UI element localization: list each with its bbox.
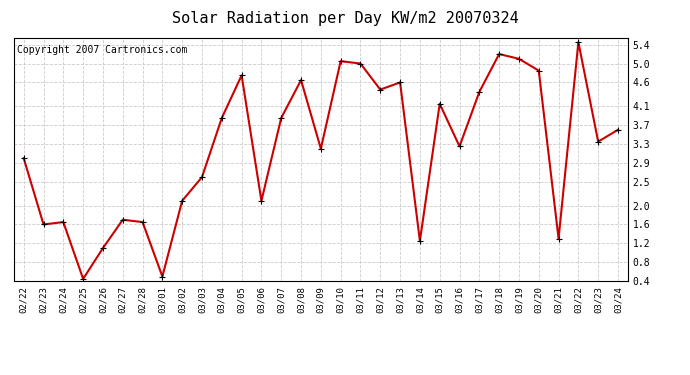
Text: Copyright 2007 Cartronics.com: Copyright 2007 Cartronics.com: [17, 45, 187, 55]
Text: Solar Radiation per Day KW/m2 20070324: Solar Radiation per Day KW/m2 20070324: [172, 11, 518, 26]
